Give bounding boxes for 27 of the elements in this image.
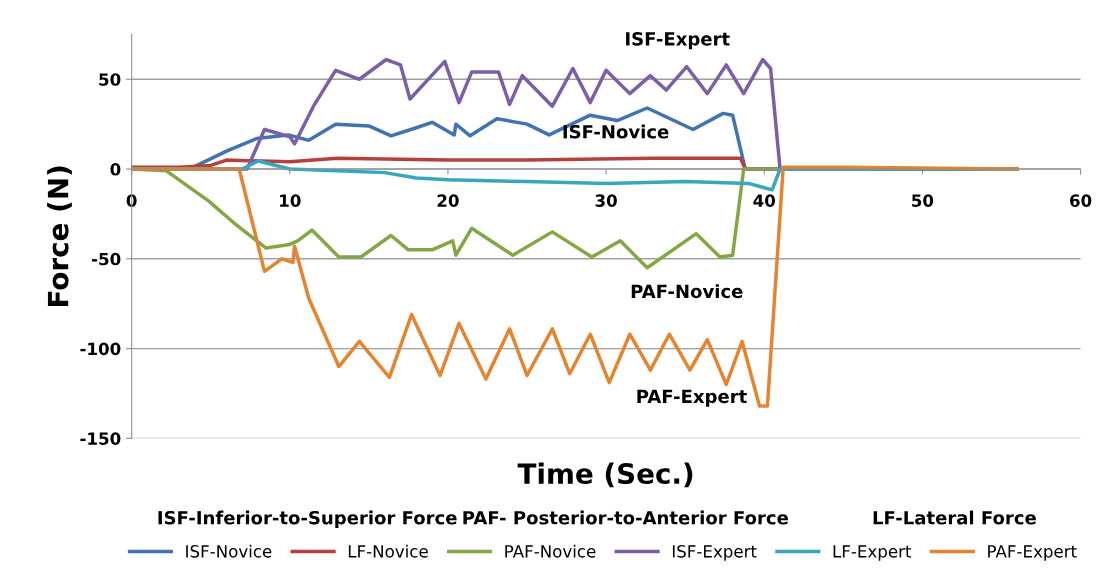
x-tick-label: 0 <box>126 194 137 207</box>
x-tick-label: 30 <box>595 194 617 207</box>
x-tick-label: 60 <box>1069 194 1092 207</box>
text: PAF- Posterior-to-Anterior Force <box>463 510 788 525</box>
x-tick-label: 20 <box>437 194 459 207</box>
y-tick-label: -100 <box>80 342 121 356</box>
legend-label: ISF-Novice <box>186 544 272 558</box>
x-tick-label: 40 <box>753 194 776 207</box>
y-tick-label: -50 <box>92 252 121 266</box>
legend-label: LF-Expert <box>833 545 912 561</box>
x-tick-label: 50 <box>912 194 934 207</box>
legend-label: LF-Novice <box>348 544 428 558</box>
annotation: ISF-Novice <box>563 124 669 139</box>
y-axis-title: Force (N) <box>47 166 72 306</box>
annotation: ISF-Expert <box>626 32 730 50</box>
text: ISF-Inferior-to-Superior Force <box>158 510 457 529</box>
legend-label: PAF-Novice <box>505 544 596 558</box>
y-tick-label: 0 <box>110 163 121 176</box>
annotation: PAF-Novice <box>631 284 743 299</box>
legend-label: PAF-Expert <box>988 545 1077 561</box>
text: LF-Lateral Force <box>873 510 1036 525</box>
y-tick-label: 50 <box>99 73 121 86</box>
x-axis-title: Time (Sec.) <box>517 462 693 488</box>
legend-label: ISF-Expert <box>672 545 757 561</box>
annotation: PAF-Expert <box>637 389 747 407</box>
x-tick-label: 10 <box>280 194 301 207</box>
y-tick-label: -150 <box>80 432 121 445</box>
